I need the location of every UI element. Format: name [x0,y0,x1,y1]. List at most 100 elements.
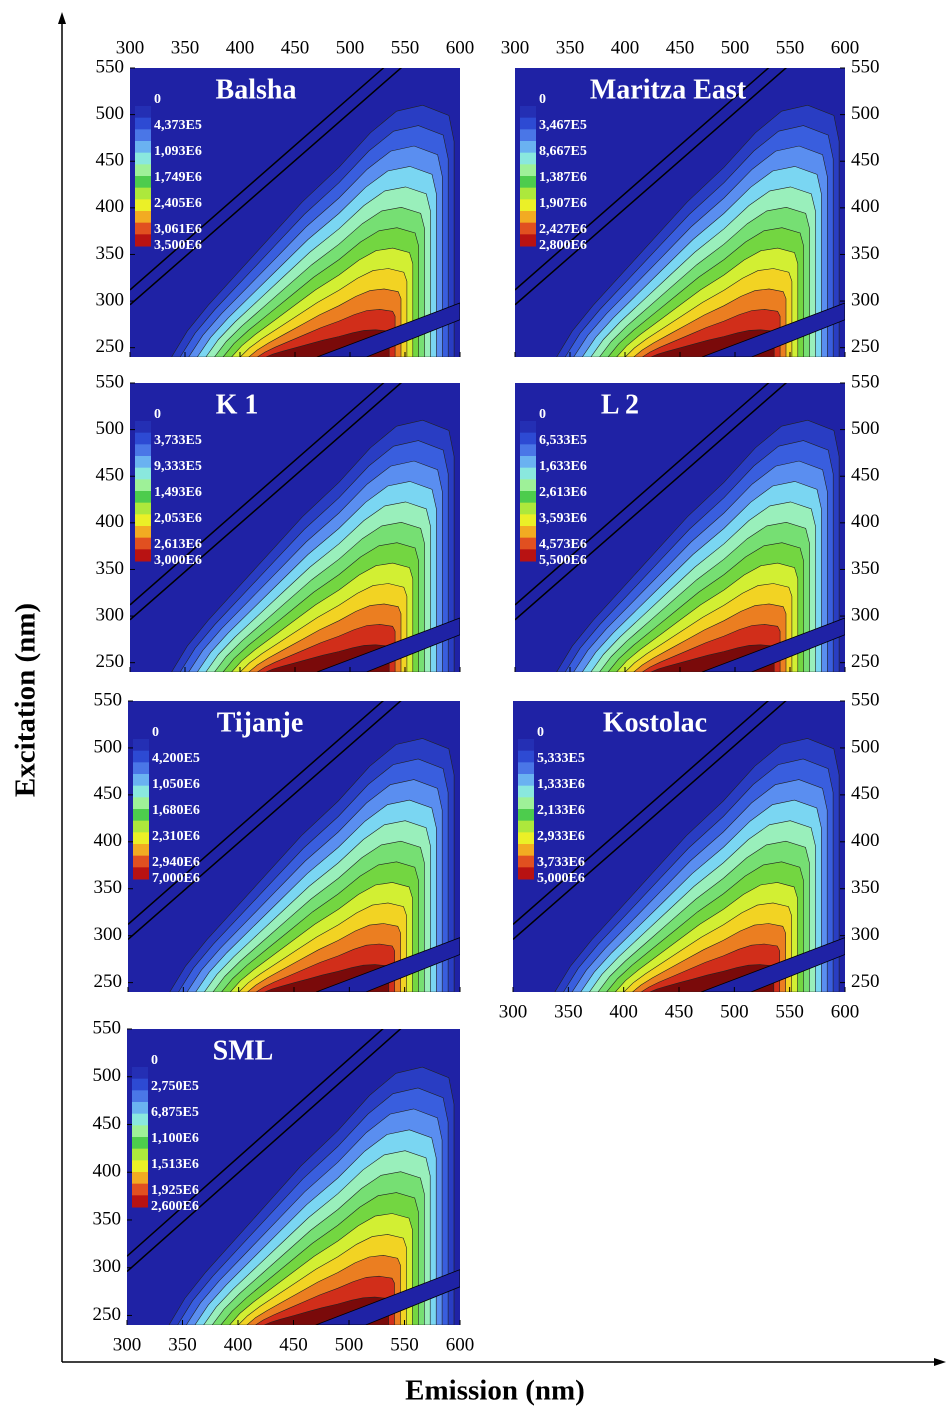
x-tick-label: 300 [501,37,530,58]
colorbar-label: 5,000E6 [537,871,585,886]
colorbar-swatch [518,785,534,798]
colorbar-swatch [520,152,536,165]
colorbar-swatch [135,176,151,189]
scatter-line [127,1029,402,1273]
y-tick-label: 250 [96,336,125,357]
y-tick-label: 500 [96,103,125,124]
colorbar-swatch [520,199,536,212]
colorbar-swatch [518,820,534,833]
x-tick-label: 400 [224,1334,253,1355]
y-tick-label: 400 [96,511,125,532]
x-tick-label: 300 [113,1334,142,1355]
x-tick-label: 300 [116,37,145,58]
y-tick-label: 300 [851,924,880,945]
colorbar-swatch [135,549,151,562]
colorbar-label: 2,405E6 [154,196,202,211]
colorbar-label: 2,613E6 [154,537,202,552]
colorbar-swatch [132,1102,148,1115]
y-tick-label: 450 [851,465,880,486]
plot-area [127,1029,460,1325]
scatter-line [130,68,403,306]
panel-title: Balsha [216,74,297,105]
colorbar-swatch [133,762,149,775]
y-tick-label: 250 [93,1304,122,1325]
y-tick-label: 350 [96,558,125,579]
colorbar-label: 1,749E6 [154,170,202,185]
colorbar-label: 0 [539,407,546,422]
y-tick-label: 400 [851,830,880,851]
plot-area [130,383,460,672]
scatter-band [701,617,845,672]
colorbar-label: 3,733E5 [154,433,202,448]
colorbar-swatch [520,106,536,119]
colorbar-swatch [518,832,534,845]
y-tick-label: 350 [94,877,123,898]
colorbar-swatch [520,456,536,469]
plot-area [128,701,460,992]
colorbar-swatch [135,152,151,165]
colorbar-swatch [133,855,149,868]
panel-title: Kostolac [603,707,707,738]
colorbar-label: 1,907E6 [539,196,587,211]
colorbar-swatch [520,549,536,562]
colorbar-swatch [133,832,149,845]
y-tick-label: 550 [851,689,880,710]
panel-title: SML [213,1035,274,1066]
colorbar-swatch [520,234,536,247]
x-tick-label: 550 [776,37,805,58]
colorbar-label: 6,533E5 [539,433,587,448]
colorbar-label: 3,733E6 [537,855,585,870]
colorbar-swatch [520,444,536,457]
colorbar-swatch [133,809,149,822]
colorbar-swatch [135,222,151,235]
colorbar-label: 2,310E6 [152,829,200,844]
colorbar-label: 2,613E6 [539,485,587,500]
plot-area [513,701,845,992]
colorbar-swatch [135,421,151,434]
colorbar-swatch [135,129,151,142]
colorbar-swatch [133,750,149,763]
y-tick-label: 500 [851,736,880,757]
x-tick-label: 500 [721,37,750,58]
colorbar-swatch [132,1160,148,1173]
y-tick-label: 500 [93,1065,122,1086]
colorbar-label: 2,800E6 [539,238,587,253]
y-tick-label: 550 [94,689,123,710]
y-tick-label: 300 [851,604,880,625]
colorbar-label: 1,633E6 [539,459,587,474]
x-tick-label: 500 [720,1001,749,1022]
colorbar-swatch [132,1067,148,1080]
colorbar-label: 7,000E6 [152,871,200,886]
y-tick-label: 500 [94,736,123,757]
colorbar-swatch [520,164,536,177]
colorbar-swatch [135,117,151,130]
colorbar-label: 9,333E5 [154,459,202,474]
y-tick-label: 300 [96,604,125,625]
colorbar-swatch [132,1125,148,1138]
scatter-line [128,701,402,940]
colorbar-swatch [518,809,534,822]
scatter-band [315,1269,460,1325]
colorbar-label: 0 [539,92,546,107]
colorbar-swatch [133,844,149,857]
scatter-band [316,617,460,672]
scatter-line [515,68,770,291]
colorbar-swatch [135,187,151,200]
x-tick-label: 300 [499,1001,528,1022]
colorbar-label: 2,933E6 [537,829,585,844]
y-tick-label: 300 [851,289,880,310]
colorbar-swatch [135,141,151,154]
colorbar-label: 5,500E6 [539,553,587,568]
y-tick-label: 400 [851,511,880,532]
colorbar-swatch [520,537,536,550]
x-tick-label: 400 [611,37,640,58]
y-tick-label: 400 [94,830,123,851]
y-tick-label: 250 [96,651,125,672]
y-tick-label: 350 [93,1208,122,1229]
x-tick-label: 500 [336,37,365,58]
scatter-line [515,383,770,606]
colorbar-swatch [132,1090,148,1103]
colorbar-swatch [518,774,534,787]
y-tick-label: 300 [94,924,123,945]
